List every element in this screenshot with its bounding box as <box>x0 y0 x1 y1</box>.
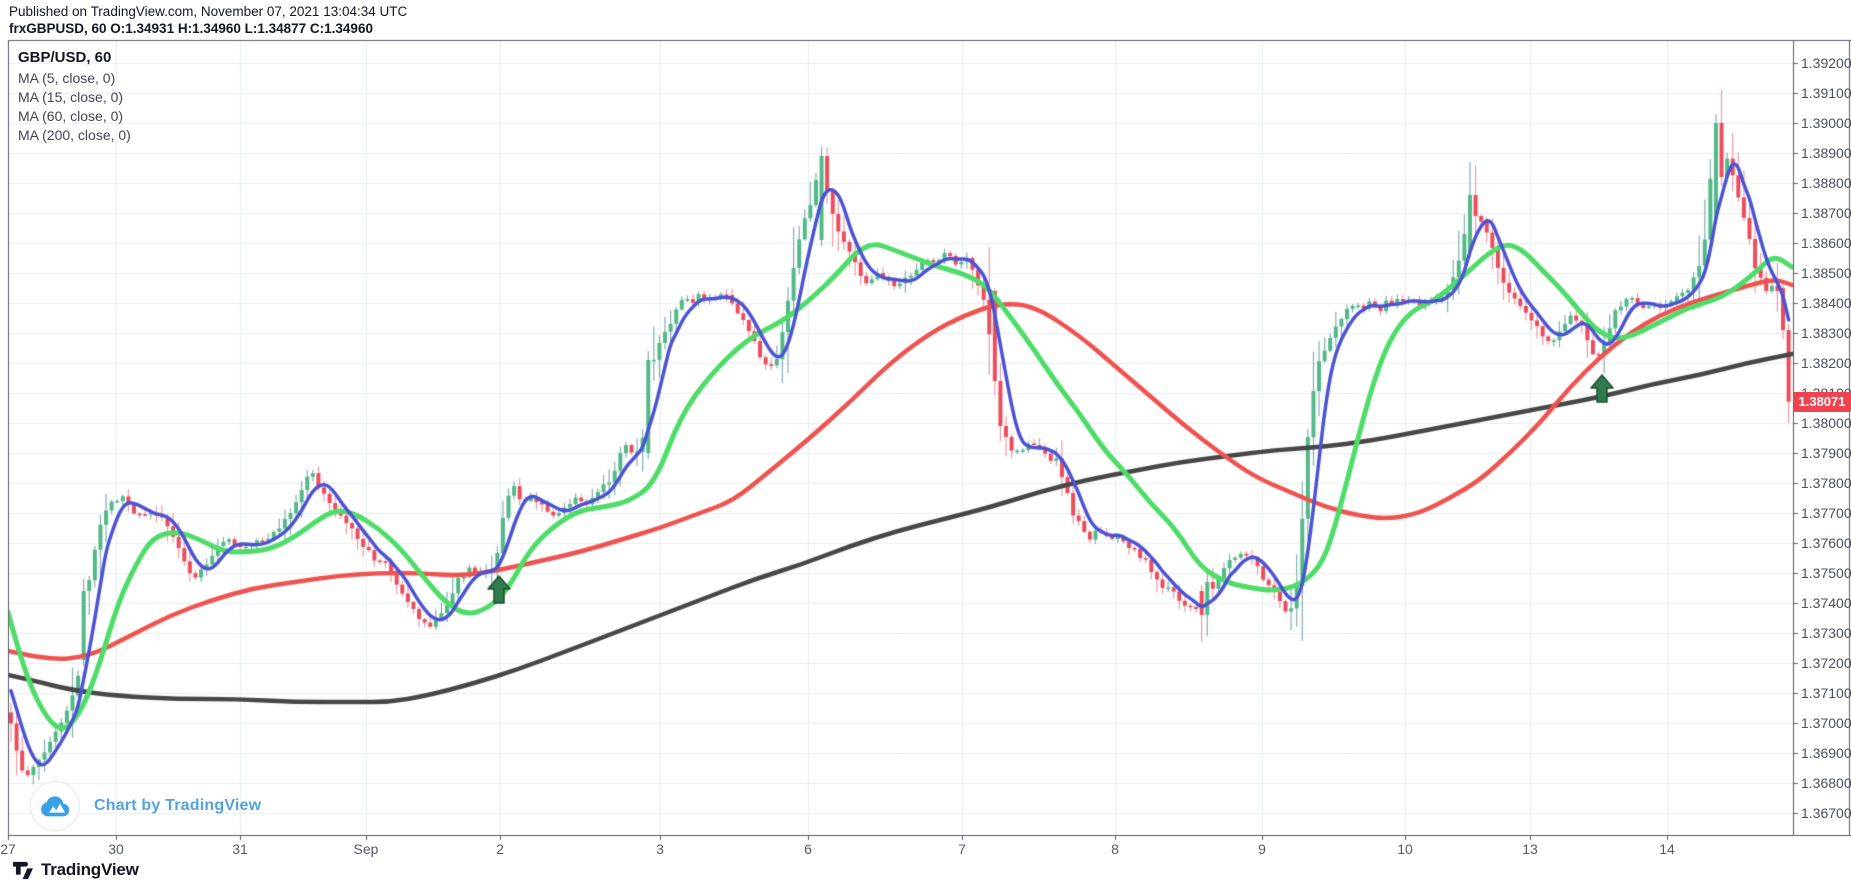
chart-legend: GBP/USD, 60 MA (5, close, 0) MA (15, clo… <box>18 49 131 145</box>
price-tick-label: 1.36900 <box>1801 745 1851 761</box>
legend-ma200: MA (200, close, 0) <box>18 127 131 143</box>
time-tick-label: 10 <box>1397 841 1413 857</box>
symbol-ohlc-line: frxGBPUSD, 60 O:1.34931 H:1.34960 L:1.34… <box>9 21 373 36</box>
watermark-link[interactable]: Chart by TradingView <box>30 781 261 831</box>
price-tick-label: 1.37800 <box>1801 475 1851 491</box>
price-tick-label: 1.38800 <box>1801 175 1851 191</box>
price-tick-label: 1.36700 <box>1801 805 1851 821</box>
time-tick-label: 31 <box>232 841 248 857</box>
price-tick-label: 1.39000 <box>1801 115 1851 131</box>
last-price-badge: 1.38071 <box>1793 391 1851 412</box>
price-tick-label: 1.37000 <box>1801 715 1851 731</box>
legend-ma5: MA (5, close, 0) <box>18 70 116 86</box>
tradingview-logo[interactable]: TradingView <box>12 860 139 880</box>
price-tick-label: 1.38700 <box>1801 205 1851 221</box>
price-tick-label: 1.38400 <box>1801 295 1851 311</box>
price-tick-label: 1.38200 <box>1801 355 1851 371</box>
tradingview-logo-label: TradingView <box>41 860 139 879</box>
legend-symbol-title: GBP/USD, 60 <box>18 49 112 66</box>
price-tick-label: 1.37400 <box>1801 595 1851 611</box>
time-tick-label: 14 <box>1659 841 1675 857</box>
price-tick-label: 1.38900 <box>1801 145 1851 161</box>
legend-ma60: MA (60, close, 0) <box>18 108 124 124</box>
tradingview-logo-icon <box>13 861 33 879</box>
price-tick-label: 1.37200 <box>1801 655 1851 671</box>
price-tick-label: 1.37300 <box>1801 625 1851 641</box>
price-tick-label: 1.39200 <box>1801 55 1851 71</box>
price-tick-label: 1.36800 <box>1801 775 1851 791</box>
watermark-label: Chart by TradingView <box>94 797 262 814</box>
time-tick-label: 7 <box>958 841 966 857</box>
price-tick-label: 1.38500 <box>1801 265 1851 281</box>
published-header: Published on TradingView.com, November 0… <box>9 4 408 19</box>
price-tick-label: 1.39100 <box>1801 85 1851 101</box>
time-tick-label: 30 <box>108 841 124 857</box>
price-tick-label: 1.37700 <box>1801 505 1851 521</box>
price-tick-label: 1.37100 <box>1801 685 1851 701</box>
time-tick-label: 9 <box>1258 841 1266 857</box>
time-tick-label: 8 <box>1111 841 1119 857</box>
price-tick-label: 1.38000 <box>1801 415 1851 431</box>
time-tick-label: Sep <box>353 841 379 857</box>
time-tick-label: 6 <box>804 841 812 857</box>
time-tick-label: 13 <box>1522 841 1538 857</box>
legend-ma15: MA (15, close, 0) <box>18 89 124 105</box>
time-tick-label: 2 <box>496 841 504 857</box>
price-tick-label: 1.37600 <box>1801 535 1851 551</box>
time-tick-label: 27 <box>0 841 16 857</box>
price-tick-label: 1.38600 <box>1801 235 1851 251</box>
price-tick-label: 1.37900 <box>1801 445 1851 461</box>
price-tick-label: 1.37500 <box>1801 565 1851 581</box>
tradingview-cloud-icon <box>30 781 80 831</box>
price-tick-label: 1.38300 <box>1801 325 1851 341</box>
time-tick-label: 3 <box>656 841 664 857</box>
